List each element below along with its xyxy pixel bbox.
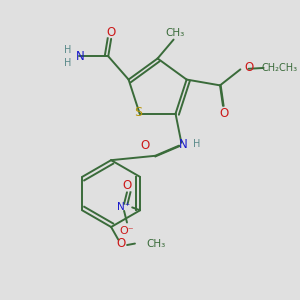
Text: H: H [64,45,72,55]
Text: H: H [193,139,200,149]
Text: N: N [76,50,85,63]
Text: CH₂CH₃: CH₂CH₃ [262,63,298,73]
Text: O: O [122,179,132,192]
Text: O: O [117,237,126,250]
Text: N: N [178,138,187,151]
Text: O⁻: O⁻ [120,226,134,236]
Text: O: O [245,61,254,74]
Text: H: H [64,58,72,68]
Text: CH₃: CH₃ [165,28,185,38]
Text: O: O [220,107,229,120]
Text: O: O [106,26,116,39]
Text: O: O [140,139,150,152]
Text: S: S [134,106,142,119]
Text: N⁺: N⁺ [117,202,131,212]
Text: CH₃: CH₃ [147,238,166,249]
